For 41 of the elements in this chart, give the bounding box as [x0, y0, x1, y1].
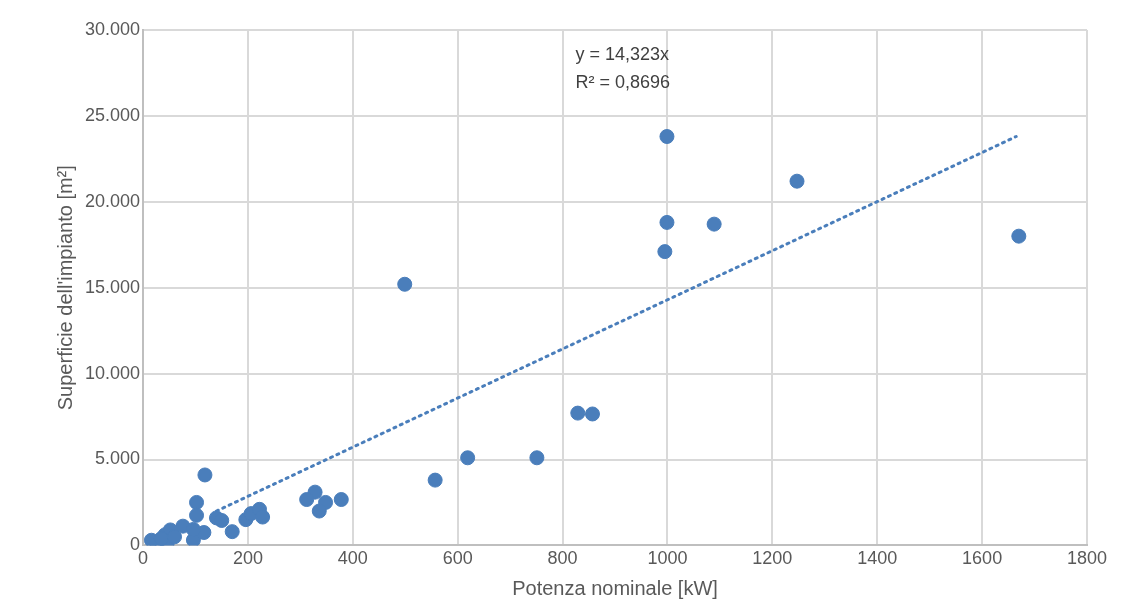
x-tick-label: 400: [337, 548, 368, 569]
point: [1011, 228, 1027, 244]
point: [189, 507, 205, 523]
x-tick-label: 1600: [962, 548, 1003, 569]
y-tick-label: 30.000: [84, 18, 141, 39]
point: [189, 494, 205, 510]
x-tick-label: 600: [442, 548, 473, 569]
point: [397, 276, 413, 292]
x-axis-title: Potenza nominale [kW]: [512, 576, 718, 599]
x-tick-label: 800: [547, 548, 578, 569]
point: [311, 503, 327, 519]
point: [584, 406, 600, 422]
x-tick-label: 200: [232, 548, 263, 569]
x-tick-label: 1200: [752, 548, 793, 569]
y-axis-title: Superficie dell'impianto [m²]: [53, 165, 76, 411]
annotation: y = 14,323x: [575, 43, 669, 64]
point: [659, 214, 675, 230]
annotation: R² = 0,8696: [575, 71, 670, 92]
y-tick-label: 20.000: [84, 190, 141, 211]
point: [185, 521, 201, 537]
point: [789, 173, 805, 189]
y-tick-label: 10.000: [84, 362, 141, 383]
x-tick-label: 1000: [647, 548, 688, 569]
point: [529, 450, 545, 466]
y-tick-label: 5.000: [95, 448, 141, 469]
point: [255, 509, 271, 525]
point: [224, 524, 240, 540]
point: [333, 492, 349, 508]
y-tick-label: 25.000: [84, 104, 141, 125]
x-tick-label: 1400: [857, 548, 898, 569]
point: [197, 467, 213, 483]
point: [657, 244, 673, 260]
point: [659, 129, 675, 145]
point: [706, 216, 722, 232]
point: [299, 492, 315, 508]
point: [427, 472, 443, 488]
x-tick-label: 1800: [1066, 548, 1108, 569]
point: [214, 512, 230, 528]
point: [460, 450, 476, 466]
point: [570, 405, 586, 421]
y-tick-label: 15.000: [84, 276, 141, 297]
